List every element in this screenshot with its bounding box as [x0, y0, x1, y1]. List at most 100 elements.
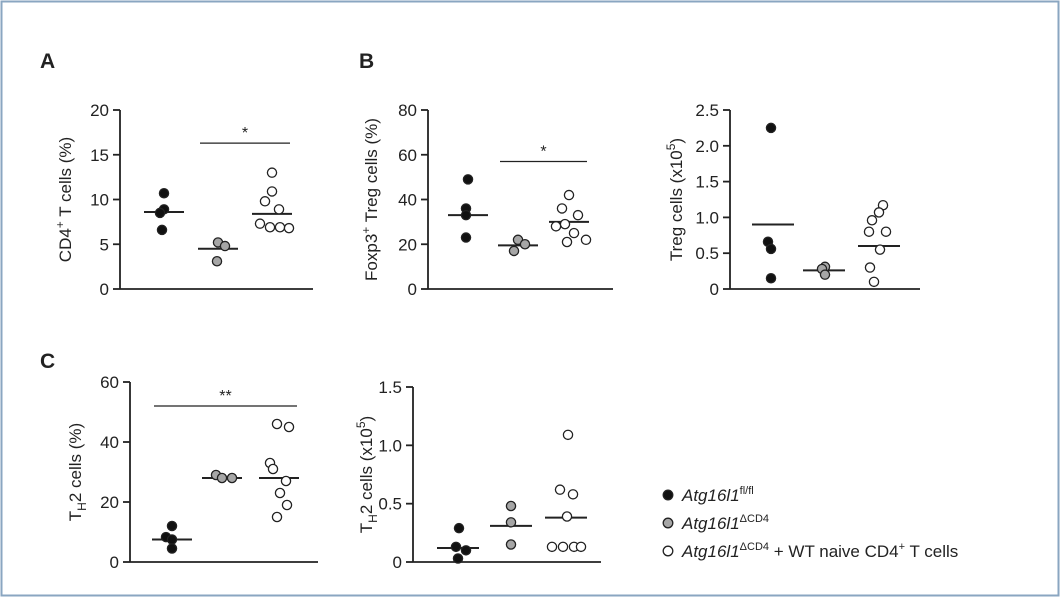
y-tick-label: 15: [90, 146, 109, 165]
data-point-wt: [557, 541, 569, 553]
data-point-cd4: [226, 472, 238, 484]
data-point-wt: [580, 234, 592, 246]
data-point-wt: [866, 215, 878, 226]
data-point-wt: [556, 203, 568, 214]
y-tick-label: 2.0: [695, 137, 719, 156]
data-point-fl: [765, 273, 777, 284]
data-point-fl: [765, 243, 777, 255]
data-point-wt: [264, 221, 276, 233]
panel-letter-c: C: [40, 350, 55, 373]
data-point-wt: [266, 186, 278, 197]
data-point-fl: [450, 541, 462, 553]
legend-label-cd4: Atg16l1ΔCD4: [681, 513, 769, 533]
y-tick-label: 1.5: [695, 173, 719, 192]
data-point-wt: [868, 276, 880, 288]
y-tick-label: 60: [398, 146, 417, 165]
data-point-cd4: [505, 500, 517, 512]
y-tick-label: 1.0: [695, 208, 719, 227]
legend-marker-wt: [662, 545, 674, 557]
data-point-fl: [166, 534, 178, 545]
y-tick-label: 0: [100, 280, 109, 299]
panel-letter-b: B: [359, 50, 374, 73]
data-point-wt: [563, 189, 575, 201]
data-point-wt: [863, 226, 875, 237]
y-tick-label: 0: [408, 280, 417, 299]
data-point-wt: [572, 209, 584, 221]
data-point-wt: [274, 487, 286, 499]
panel-letter-a: A: [40, 50, 55, 73]
y-tick-label: 2.5: [695, 101, 719, 120]
data-point-cd4: [505, 517, 517, 528]
data-point-wt: [880, 226, 892, 237]
data-point-wt: [559, 218, 571, 230]
y-tick-label: 10: [90, 191, 109, 210]
chart-th2abs: 0 0.5 1.0 1.5 TH2 cells (x105): [354, 378, 601, 572]
y-tick-label: 0.5: [695, 244, 719, 263]
data-point-wt: [554, 484, 566, 495]
data-point-wt: [873, 207, 885, 218]
data-point-cd4: [211, 256, 223, 267]
y-tick-label: 1.0: [378, 436, 402, 455]
legend-marker-cd4: [662, 517, 674, 529]
y-tick-label: 20: [398, 235, 417, 254]
significance-label: **: [219, 388, 231, 405]
y-tick-label: 1.5: [378, 378, 402, 397]
y-tick-label: 40: [398, 191, 417, 210]
data-point-fl: [765, 122, 777, 134]
data-point-wt: [575, 541, 587, 553]
data-point-cd4: [819, 269, 831, 280]
data-point-wt: [259, 196, 271, 207]
data-point-fl: [460, 232, 472, 243]
y-axis-label: Foxp3+ Treg cells (%): [359, 118, 381, 281]
data-point-wt: [561, 511, 573, 522]
chart-th2pct: 0 20 40 60 TH2 cells (%) **: [66, 373, 318, 572]
y-tick-label: 20: [100, 493, 119, 512]
y-axis-label: TH2 cells (%): [66, 423, 89, 521]
data-point-fl: [452, 553, 464, 564]
y-axis-label: TH2 cells (x105): [354, 416, 380, 533]
data-point-wt: [546, 541, 558, 553]
data-point-wt: [280, 475, 292, 487]
significance-label: *: [540, 143, 546, 160]
y-axis-label: CD4+ T cells (%): [53, 137, 75, 262]
data-point-wt: [562, 429, 574, 441]
chart-cd4: 0 5 10 15 20 CD4+ T cells (%) *: [53, 101, 313, 299]
plots-layer: 0 5 10 15 20 CD4+ T cells (%) * 0 20 40 60 80 Foxp3+…: [53, 101, 920, 572]
data-point-wt: [283, 421, 295, 433]
data-point-wt: [271, 511, 283, 523]
y-tick-label: 0.5: [378, 495, 402, 514]
significance-label: *: [242, 125, 248, 142]
data-point-cd4: [508, 245, 520, 257]
data-point-fl: [462, 174, 474, 185]
data-point-wt: [864, 262, 876, 273]
y-tick-label: 80: [398, 101, 417, 120]
data-point-fl: [158, 187, 170, 199]
data-point-cd4: [219, 240, 231, 252]
legend: Atg16l1fl/fl Atg16l1ΔCD4 Atg16l1ΔCD4 + WT …: [662, 485, 958, 561]
data-point-wt: [267, 463, 279, 475]
data-point-cd4: [519, 238, 531, 250]
y-tick-label: 20: [90, 101, 109, 120]
data-point-cd4: [216, 472, 228, 484]
legend-marker-fl: [662, 489, 674, 501]
data-point-wt: [274, 221, 286, 233]
data-point-fl: [154, 207, 166, 219]
data-point-fl: [460, 209, 472, 221]
data-point-fl: [156, 224, 168, 236]
y-tick-label: 0: [110, 553, 119, 572]
data-point-wt: [266, 167, 278, 178]
y-tick-label: 5: [100, 235, 109, 254]
chart-treg: 0 0.5 1.0 1.5 2.0 2.5 Treg cells (x105): [664, 101, 920, 299]
data-point-wt: [874, 244, 886, 255]
legend-label-wt: Atg16l1ΔCD4 + WT naive CD4+ T cells: [681, 541, 958, 561]
chart-foxp3: 0 20 40 60 80 Foxp3+ Treg cells (%) *: [359, 101, 613, 299]
data-point-cd4: [505, 539, 517, 550]
y-axis-label: Treg cells (x105): [664, 138, 686, 261]
y-tick-label: 40: [100, 433, 119, 452]
data-point-fl: [453, 522, 465, 534]
data-point-wt: [561, 236, 573, 248]
data-point-wt: [271, 418, 283, 430]
